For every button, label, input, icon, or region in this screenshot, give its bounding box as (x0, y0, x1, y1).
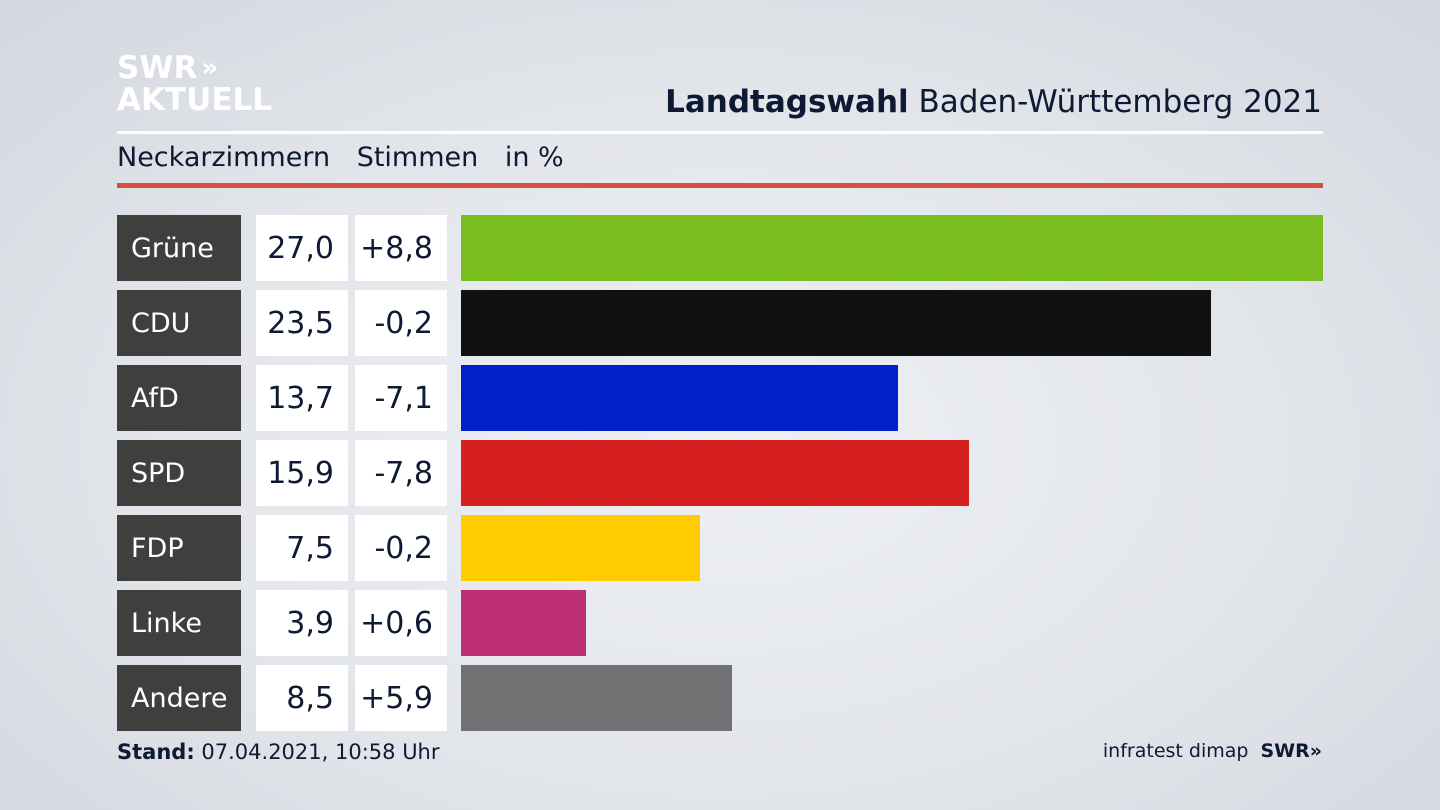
swr-aktuell-logo: SWR» AKTUELL (117, 52, 272, 116)
party-label: FDP (117, 515, 241, 581)
vote-share-bar (461, 440, 969, 506)
vote-share-bar (461, 590, 586, 656)
party-label: Grüne (117, 215, 241, 281)
vote-share-bar (461, 365, 898, 431)
subheader: Neckarzimmern Stimmen in % (117, 142, 582, 173)
source-label: infratest dimap (1102, 740, 1249, 762)
vote-share-label: 13,7 (256, 365, 348, 431)
accent-divider (117, 183, 1323, 188)
subheader-unit: in % (504, 142, 564, 173)
header-divider (117, 131, 1323, 134)
change-label: -0,2 (355, 290, 447, 356)
vote-share-label: 3,9 (256, 590, 348, 656)
vote-share-label: 23,5 (256, 290, 348, 356)
vote-share-label: 8,5 (256, 665, 348, 731)
party-label: CDU (117, 290, 241, 356)
change-label: -7,8 (355, 440, 447, 506)
title-rest: Baden-Württemberg 2021 (918, 84, 1322, 120)
logo-line1: SWR (117, 50, 198, 86)
vote-share-label: 15,9 (256, 440, 348, 506)
party-label: Andere (117, 665, 241, 731)
logo-chevrons: » (201, 53, 218, 83)
change-label: -0,2 (355, 515, 447, 581)
change-label: +0,6 (355, 590, 447, 656)
vote-share-label: 27,0 (256, 215, 348, 281)
logo-line2: AKTUELL (117, 82, 273, 118)
vote-share-bar (461, 665, 732, 731)
stand-value: 07.04.2021, 10:58 Uhr (201, 740, 440, 764)
page-title: Landtagswahl Baden-Württemberg 2021 (665, 84, 1322, 120)
timestamp: Stand: 07.04.2021, 10:58 Uhr (117, 740, 440, 764)
subheader-region: Neckarzimmern (117, 142, 331, 173)
source-credit: infratest dimap SWR» (1103, 740, 1322, 762)
subheader-measure: Stimmen (356, 142, 479, 173)
vote-share-bar (461, 515, 700, 581)
change-label: +5,9 (355, 665, 447, 731)
party-label: Linke (117, 590, 241, 656)
vote-share-bar (461, 290, 1211, 356)
party-label: AfD (117, 365, 241, 431)
vote-share-bar (461, 215, 1323, 281)
vote-share-label: 7,5 (256, 515, 348, 581)
change-label: +8,8 (355, 215, 447, 281)
party-label: SPD (117, 440, 241, 506)
change-label: -7,1 (355, 365, 447, 431)
swr-brand: SWR» (1260, 740, 1322, 762)
title-bold: Landtagswahl (665, 84, 909, 120)
stand-label: Stand: (117, 740, 195, 764)
